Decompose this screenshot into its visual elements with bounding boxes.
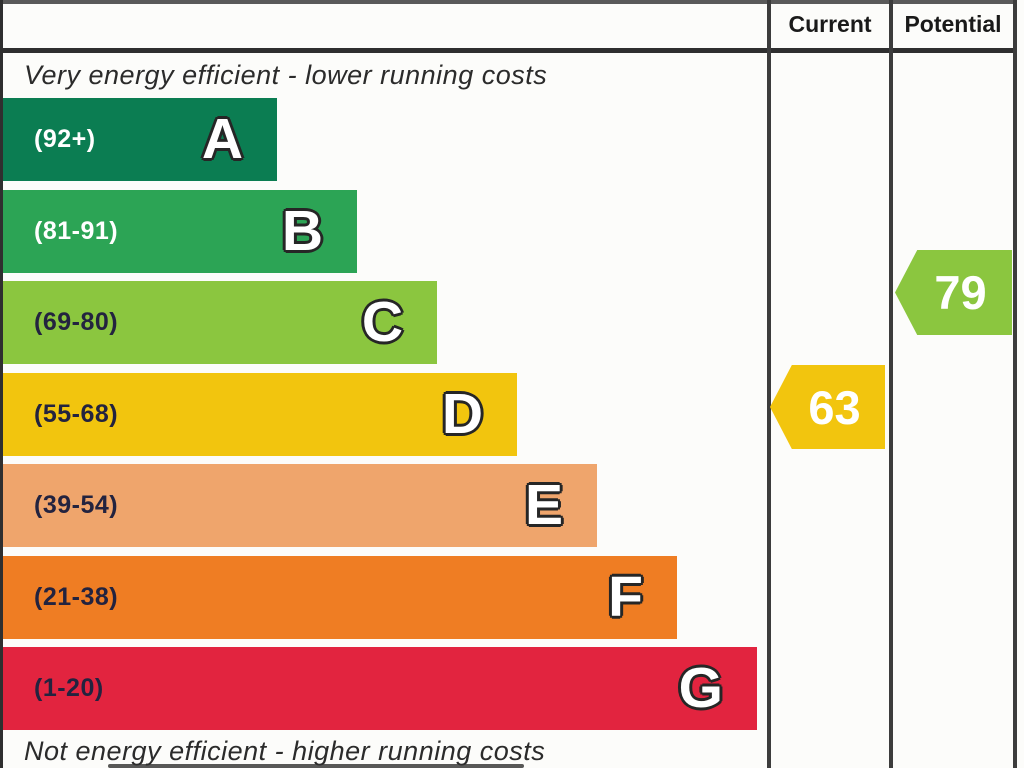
band-row-F: (21-38) F [3,556,1013,639]
current-rating-marker: 63 [770,365,885,449]
band-letter-F: F [608,565,643,629]
potential-column-divider [889,0,893,768]
band-range-label-G: (1-20) [34,674,104,702]
potential-rating-marker: 79 [895,250,1012,335]
band-bar-E: (39-54) E [3,464,597,547]
band-range-label-F: (21-38) [34,583,119,611]
current-column-header: Current [788,10,872,37]
table-top-border [0,0,1017,4]
header-separator-border [0,48,1017,53]
band-row-A: (92+) A [3,98,1013,181]
band-range-label-D: (55-68) [34,400,119,428]
table-right-border [1013,0,1017,768]
band-row-E: (39-54) E [3,464,1013,547]
band-bar-A: (92+) A [3,98,277,181]
band-bar-F: (21-38) F [3,556,677,639]
current-column-divider [767,0,771,768]
band-range-label-C: (69-80) [34,308,119,336]
band-range-label-A: (92+) [34,125,96,153]
band-row-B: (81-91) B [3,190,1013,273]
cropped-text-artifact [108,764,524,768]
band-letter-A: A [201,107,243,171]
band-range-label-B: (81-91) [34,217,119,245]
band-letter-G: G [678,656,723,720]
band-row-G: (1-20) G [3,647,1013,730]
table-left-border [0,0,3,768]
band-letter-E: E [524,473,563,537]
potential-column-header: Potential [904,10,1002,37]
bottom-caption: Not energy efficient - higher running co… [24,736,546,766]
band-range-label-E: (39-54) [34,491,119,519]
band-letter-B: B [281,199,323,263]
band-bar-G: (1-20) G [3,647,757,730]
band-letter-D: D [441,382,483,446]
band-row-C: (69-80) C [3,281,1013,364]
band-letter-C: C [361,290,403,354]
band-bar-D: (55-68) D [3,373,517,456]
band-bar-B: (81-91) B [3,190,357,273]
potential-rating-value: 79 [934,266,987,319]
band-bar-C: (69-80) C [3,281,437,364]
band-row-D: (55-68) D [3,373,1013,456]
current-rating-value: 63 [808,380,861,434]
top-caption: Very energy efficient - lower running co… [24,60,548,90]
